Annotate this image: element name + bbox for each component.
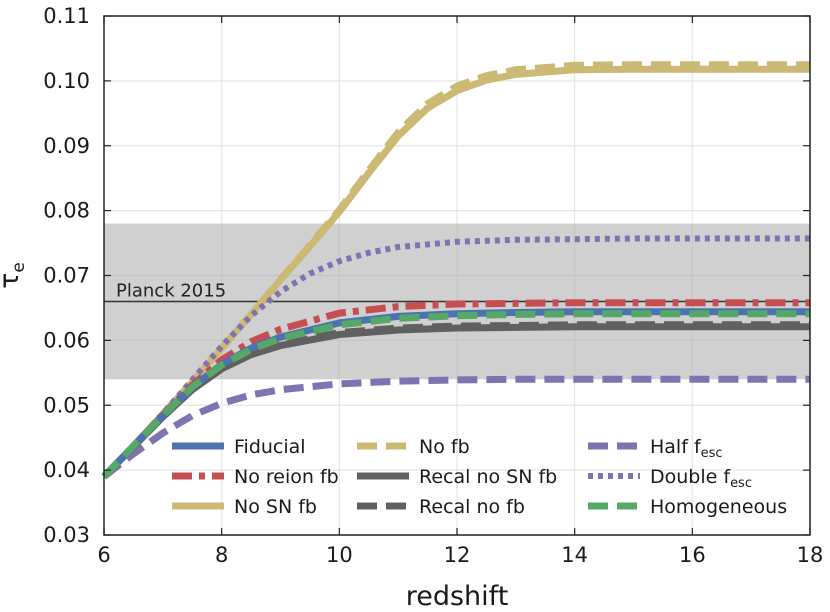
legend-label-no-fb: No fb	[419, 436, 470, 458]
legend-label-subscript: esc	[701, 446, 723, 461]
legend: Fiducial No reion fb No SN fb No fb Recal no…	[172, 436, 787, 518]
legend-label-main: Half f	[650, 436, 702, 458]
legend-label-no-sn-fb: No SN fb	[234, 496, 317, 518]
y-tick-label: 0.04	[43, 458, 90, 482]
y-tick-label: 0.06	[43, 328, 90, 352]
series-homogeneous	[101, 310, 810, 480]
legend-label-main: No SN fb	[234, 496, 317, 518]
y-tick-label: 0.07	[43, 264, 90, 288]
y-tick-label: 0.11	[43, 4, 90, 28]
x-tick-label: 10	[326, 543, 353, 567]
axis-ticks: 6 8 10 12 14 16 18 0.03 0.04 0.05 0.06 0.07 0.08 0.09…	[43, 4, 823, 567]
legend-label-main: Homogeneous	[650, 496, 787, 518]
y-axis-label-main: τ	[0, 273, 25, 289]
x-tick-label: 6	[97, 543, 110, 567]
legend-label-recal-no-fb: Recal no fb	[419, 496, 525, 518]
series-lines	[101, 61, 810, 480]
y-axis-label-subscript: e	[9, 262, 29, 272]
x-tick-label: 18	[797, 543, 824, 567]
legend-label-no-reion-fb: No reion fb	[234, 466, 339, 488]
y-tick-label: 0.08	[43, 199, 90, 223]
legend-label-homogeneous: Homogeneous	[650, 496, 787, 518]
y-tick-label: 0.10	[43, 69, 90, 93]
series-no-fb	[101, 61, 810, 480]
x-axis-label: redshift	[406, 581, 509, 612]
series-no-reion-fb	[101, 299, 810, 480]
y-tick-label: 0.05	[43, 393, 90, 417]
legend-label-main: Recal no SN fb	[419, 466, 557, 488]
y-tick-label: 0.09	[43, 134, 90, 158]
legend-label-main: Fiducial	[234, 436, 306, 458]
legend-label-main: Double f	[650, 466, 731, 488]
y-axis-label: τe	[0, 262, 29, 289]
series-half-f-esc	[101, 375, 810, 480]
y-tick-label: 0.03	[43, 523, 90, 547]
x-tick-label: 14	[561, 543, 588, 567]
legend-label-main: No fb	[419, 436, 470, 458]
legend-label-half-f-esc: Half fesc	[650, 436, 723, 461]
x-tick-label: 12	[444, 543, 471, 567]
legend-label-recal-no-sn-fb: Recal no SN fb	[419, 466, 557, 488]
x-tick-label: 16	[679, 543, 706, 567]
legend-label-fiducial: Fiducial	[234, 436, 306, 458]
legend-label-main: Recal no fb	[419, 496, 525, 518]
x-tick-label: 8	[215, 543, 228, 567]
legend-label-subscript: esc	[730, 476, 752, 491]
legend-label-double-f-esc: Double fesc	[650, 466, 752, 491]
planck-label: Planck 2015	[116, 280, 226, 301]
legend-label-main: No reion fb	[234, 466, 339, 488]
